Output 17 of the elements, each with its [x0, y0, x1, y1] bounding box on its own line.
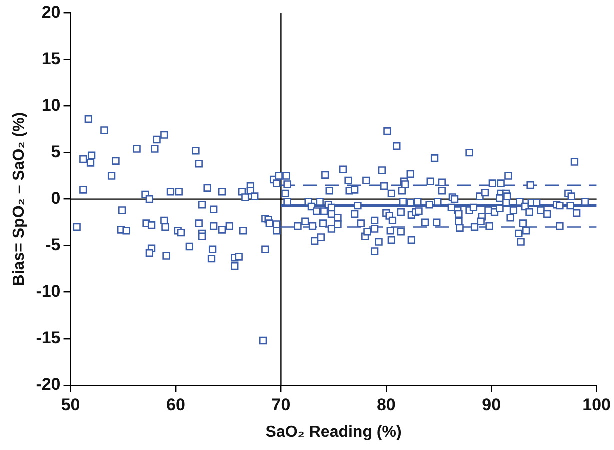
x-tick-label: 100 — [582, 395, 612, 414]
x-tick-label: 60 — [166, 395, 186, 414]
x-tick-label: 70 — [272, 395, 291, 414]
y-tick-label: -15 — [36, 328, 61, 348]
y-tick-label: 0 — [51, 188, 61, 208]
y-axis-title: Bias= SpO₂ – SaO₂ (%) — [11, 112, 28, 286]
y-tick-label: 5 — [51, 142, 61, 162]
x-tick-label: 80 — [376, 395, 396, 414]
y-tick-label: -20 — [36, 375, 61, 394]
y-tick-label: 10 — [42, 96, 61, 115]
y-tick-label: 15 — [42, 49, 61, 68]
y-tick-label: -10 — [36, 282, 61, 302]
x-axis-title: SaO₂ Reading (%) — [266, 424, 402, 441]
x-tick-label: 50 — [61, 395, 80, 414]
y-tick-label: 20 — [42, 2, 61, 22]
y-tick-label: -5 — [46, 236, 61, 255]
x-tick-label: 90 — [482, 395, 502, 414]
